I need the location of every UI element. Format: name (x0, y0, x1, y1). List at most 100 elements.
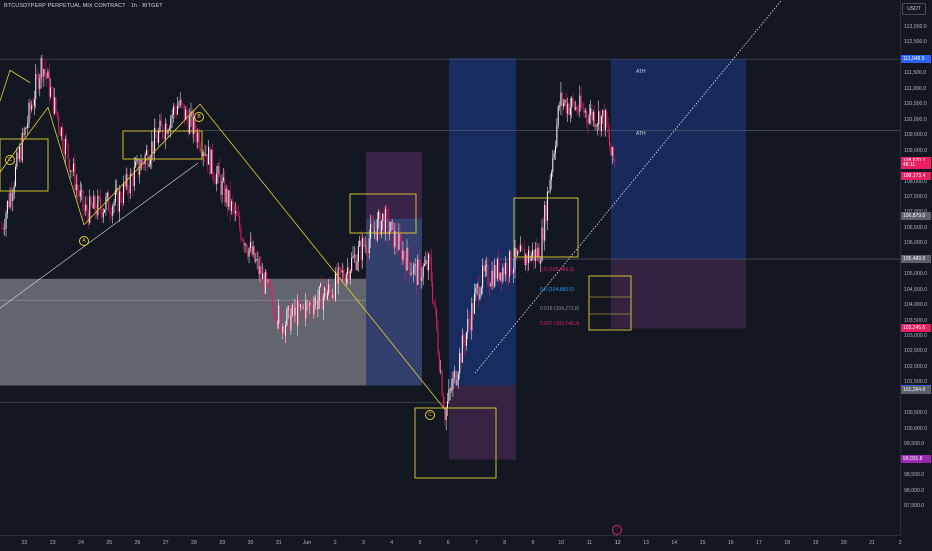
candle (113, 199, 115, 214)
candle (517, 249, 519, 257)
candle (317, 289, 319, 318)
candle (548, 190, 550, 193)
candle (266, 268, 268, 288)
candle (279, 301, 281, 316)
candle (133, 156, 135, 192)
candle (546, 186, 548, 231)
time-tick: 11 (586, 540, 593, 546)
time-axis[interactable]: 22 23 24 25 26 27 28 29 30 31 Jun 2 3 4 5 6 7 8 9 10 11 12 13 1… (0, 535, 902, 551)
candle (168, 125, 170, 132)
candle (60, 126, 62, 141)
candle (445, 406, 447, 431)
candle (202, 149, 204, 167)
fib-level-label: 0.5 (104,880.5) (540, 287, 574, 293)
wave-label-b: B (194, 112, 204, 122)
candle (86, 195, 88, 221)
symbol-title: BTCUSDTPERP PERPETUAL MIX CONTRACT · 1h … (4, 3, 163, 9)
candle (591, 104, 593, 127)
candle (569, 97, 571, 123)
candle (170, 114, 172, 138)
candle (64, 135, 66, 165)
candle (162, 124, 164, 140)
candle (114, 179, 116, 206)
candle (231, 199, 232, 215)
candle (486, 256, 488, 277)
candle (151, 130, 153, 170)
candle (314, 294, 316, 310)
price-tick: 109,000.0 (904, 147, 928, 154)
candle (13, 181, 15, 200)
candle (549, 174, 551, 195)
candle (455, 369, 457, 387)
candle (187, 109, 189, 139)
candle (536, 238, 538, 262)
price-tick: 111,000.0 (904, 85, 927, 92)
price-label: 99,031.8 (901, 454, 931, 463)
price-tick: 101,500.0 (904, 379, 928, 386)
box-bottom (414, 407, 497, 479)
candle (285, 320, 286, 344)
candle (44, 59, 46, 81)
candle (71, 166, 73, 178)
candle (561, 90, 563, 117)
candle (557, 104, 559, 129)
candle (140, 154, 142, 171)
candle (394, 222, 396, 255)
time-tick: 25 (106, 540, 113, 546)
box-target (588, 275, 632, 331)
chart-canvas[interactable] (0, 0, 900, 535)
candle (205, 145, 207, 157)
price-tick: 109,500.0 (904, 132, 928, 139)
candle (320, 282, 322, 288)
candle (312, 301, 313, 325)
candle (456, 370, 458, 387)
candles-layer (1, 54, 616, 431)
candle (371, 215, 373, 229)
candle (586, 109, 588, 128)
time-tick: 8 (503, 540, 507, 546)
price-axis[interactable]: 113,000.0 112,500.0 111,500.0 111,000.0 110,… (900, 0, 932, 535)
currency-selector[interactable]: USDT (902, 3, 926, 15)
candle (248, 247, 250, 264)
candle (329, 277, 331, 296)
candle (70, 170, 72, 179)
candle (239, 211, 241, 232)
candle (132, 171, 134, 197)
candle (4, 218, 6, 236)
candle (375, 231, 377, 247)
time-tick: 18 (784, 540, 791, 546)
price-tick: 110,500.0 (904, 101, 927, 108)
candle (553, 149, 555, 161)
chart-area[interactable]: ATH ATH C A B C 0.5 (105,489.3) 0.5 (104,880.5)… (0, 0, 900, 535)
candle (154, 118, 156, 162)
candle (532, 242, 534, 261)
candle (429, 250, 431, 264)
candle (50, 78, 52, 100)
candle (582, 102, 583, 109)
candle (590, 99, 592, 125)
candle (67, 143, 69, 169)
candle (217, 162, 219, 184)
candle (322, 293, 324, 321)
candle (262, 262, 264, 280)
candle (560, 81, 562, 115)
candle (79, 181, 81, 203)
candle (606, 109, 608, 128)
candle (349, 269, 351, 285)
candle (595, 123, 597, 131)
candle (43, 68, 45, 88)
candle (291, 303, 293, 318)
date-marker-icon[interactable]: ↑ (612, 525, 622, 535)
candle (302, 304, 304, 310)
candle (306, 299, 308, 311)
candle (336, 264, 338, 287)
candle (478, 275, 480, 308)
fib-level-label: 0.667 (103,746.3) (540, 321, 580, 327)
candle (264, 269, 266, 295)
candle (244, 242, 246, 253)
candle (326, 290, 328, 301)
candle (428, 252, 430, 281)
candle (259, 256, 261, 282)
time-tick: 30 (247, 540, 254, 546)
candle (437, 319, 439, 357)
